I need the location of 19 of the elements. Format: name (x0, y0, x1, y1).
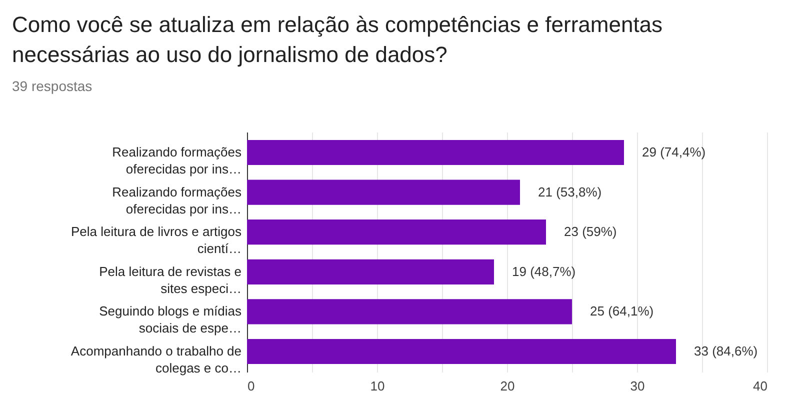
x-tick-label: 10 (370, 378, 385, 394)
x-tick-label: 0 (248, 378, 255, 394)
x-tick-label: 30 (630, 378, 645, 394)
x-tick-label: 40 (753, 378, 768, 394)
text: 39 respostas (11, 77, 94, 94)
y-tick-label: Realizando formações oferecidas por ins… (112, 144, 242, 176)
data-label: 21 (53,8%) (538, 184, 602, 200)
y-tick-label: Pela leitura de livros e artigos cientí… (70, 224, 242, 256)
y-tick-label: Pela leitura de revistas e sites especi… (99, 264, 242, 296)
data-label: 23 (59%) (564, 224, 617, 240)
data-label: 19 (48,7%) (512, 264, 576, 279)
x-tick-label: 20 (500, 378, 515, 394)
y-tick-label: Acompanhando o trabalho de colegas e co… (70, 344, 242, 376)
y-tick-label: Seguindo blogs e mídias sociais de espe… (99, 304, 242, 336)
data-label: 33 (84,6%) (694, 344, 758, 359)
y-tick-label: Realizando formações oferecidas por ins… (112, 184, 242, 216)
data-label: 25 (64,1%) (590, 304, 654, 319)
data-label: 29 (74,4%) (642, 144, 706, 160)
chart-title: Como você se atualiza em relação às competências e ferramentas necessárias ao uso do jornalismo de dados? (11, 11, 664, 69)
